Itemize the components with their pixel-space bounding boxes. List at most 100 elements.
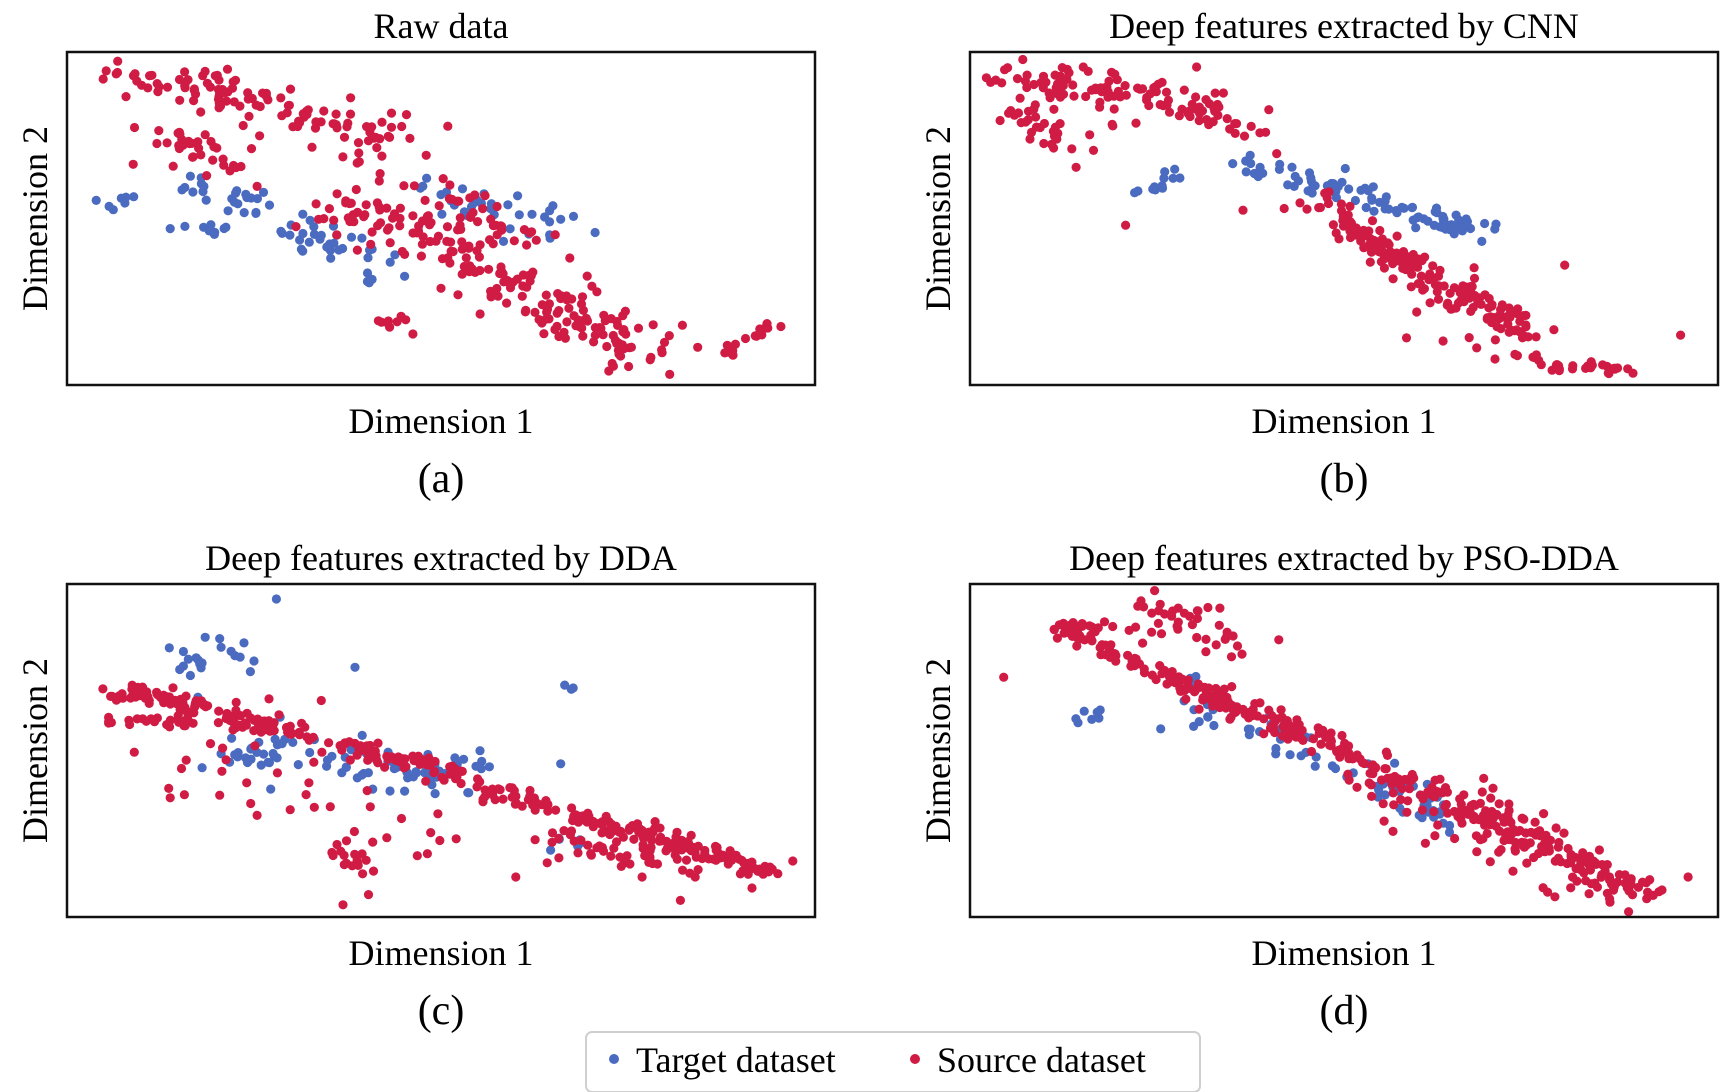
data-point <box>1148 184 1158 194</box>
data-point <box>1147 608 1157 618</box>
data-point <box>1316 739 1326 749</box>
data-point <box>1337 730 1347 741</box>
data-point <box>281 722 292 733</box>
data-point <box>309 757 319 767</box>
data-point <box>546 845 556 855</box>
data-point <box>700 849 710 859</box>
data-point <box>168 161 178 171</box>
data-point <box>339 132 350 142</box>
data-point <box>1004 108 1014 118</box>
data-point <box>1170 164 1180 174</box>
data-point <box>1296 733 1306 743</box>
panel-title: Raw data <box>374 6 509 46</box>
data-point <box>352 245 362 255</box>
data-point <box>338 152 348 162</box>
plot-area <box>91 56 786 379</box>
data-point <box>1371 762 1381 773</box>
data-point <box>480 785 490 795</box>
plot-frame <box>968 50 1720 387</box>
data-point <box>361 855 371 865</box>
data-point <box>1430 831 1440 841</box>
data-point <box>349 826 359 837</box>
data-point <box>331 120 341 130</box>
data-point <box>435 835 445 846</box>
data-point <box>1102 82 1112 92</box>
data-point <box>1092 707 1102 717</box>
data-point <box>1380 790 1390 800</box>
data-point <box>1079 706 1089 716</box>
panel-caption: (c) <box>418 988 465 1034</box>
data-point <box>1200 682 1210 693</box>
data-point <box>503 200 513 210</box>
data-point <box>111 69 121 79</box>
data-point <box>1087 636 1097 646</box>
data-point <box>382 833 392 843</box>
data-point <box>513 191 523 201</box>
data-point <box>1337 177 1347 187</box>
data-point <box>560 680 570 690</box>
data-point <box>346 198 356 208</box>
data-point <box>647 835 657 846</box>
data-point <box>1560 260 1570 270</box>
data-point <box>1151 674 1161 685</box>
data-point <box>1469 263 1479 273</box>
data-point <box>1209 720 1219 731</box>
data-point <box>165 224 175 234</box>
y-axis-label: Dimension 2 <box>918 658 958 843</box>
data-point <box>199 181 209 191</box>
data-point <box>282 108 292 118</box>
data-point <box>1598 360 1608 370</box>
data-point <box>1055 119 1065 129</box>
data-point <box>1425 298 1435 308</box>
data-point <box>422 849 432 859</box>
data-point <box>1411 255 1421 266</box>
data-point <box>1429 807 1439 817</box>
data-point <box>322 755 333 765</box>
data-point <box>213 718 223 728</box>
data-point <box>1512 325 1522 335</box>
data-point <box>1378 249 1388 259</box>
data-point <box>475 265 485 276</box>
data-point <box>1192 632 1202 643</box>
data-point <box>1406 282 1416 292</box>
data-point <box>484 264 494 274</box>
data-point <box>252 194 262 204</box>
data-point <box>298 209 308 219</box>
data-point <box>1384 240 1394 250</box>
data-point <box>288 737 298 748</box>
data-point <box>1397 784 1407 794</box>
data-point <box>1473 297 1483 307</box>
panel-caption: (a) <box>418 456 465 502</box>
data-point <box>1379 816 1389 826</box>
data-point <box>420 195 430 205</box>
legend-marker-target <box>609 1054 619 1064</box>
data-point <box>1450 833 1460 844</box>
data-point <box>335 741 345 751</box>
data-point <box>1175 173 1185 183</box>
data-point <box>1045 93 1055 103</box>
data-point <box>565 830 576 840</box>
data-point <box>475 240 485 250</box>
data-point <box>1023 106 1034 116</box>
data-point <box>345 109 356 119</box>
data-point <box>305 747 315 758</box>
data-point <box>383 754 393 764</box>
data-point <box>213 94 224 104</box>
data-point <box>222 710 232 720</box>
data-point <box>459 261 469 272</box>
series-source <box>98 680 798 910</box>
scatter-panel-d: Deep features extracted by PSO-DDA Dimens… <box>918 538 1720 1034</box>
data-point <box>1031 112 1041 122</box>
data-point <box>214 706 224 716</box>
data-point <box>1218 88 1228 98</box>
data-point <box>478 204 488 214</box>
data-point <box>1381 747 1391 757</box>
data-point <box>295 118 305 128</box>
data-point <box>251 208 261 218</box>
data-point <box>1531 332 1541 342</box>
data-point <box>1397 202 1407 212</box>
data-point <box>1230 119 1240 129</box>
data-point <box>380 762 390 772</box>
data-point <box>1475 798 1485 809</box>
data-point <box>1177 674 1187 684</box>
